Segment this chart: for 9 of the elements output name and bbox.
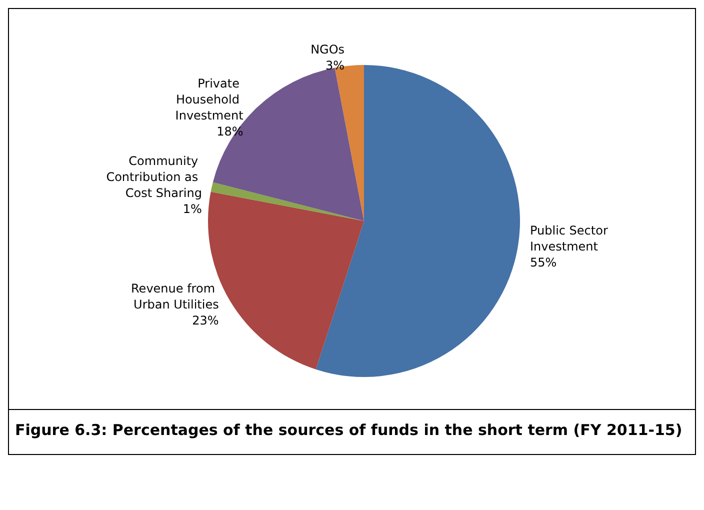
text: Figure 6.3: Percentages of the sources of funds in the short term (FY 2011-15) [9, 409, 695, 454]
data-label: 55% [530, 256, 557, 270]
data-label: 1% [182, 202, 202, 216]
data-label: 23% [192, 313, 219, 328]
slice-label: NGOs [310, 42, 345, 57]
slice-label: Private Household Investment [175, 76, 244, 123]
slice-label: Public Sector Investment [530, 224, 612, 254]
slice-label: Revenue from Urban Utilities [131, 281, 219, 312]
slice-label: Community Contribution as Cost Sharing [106, 154, 202, 200]
